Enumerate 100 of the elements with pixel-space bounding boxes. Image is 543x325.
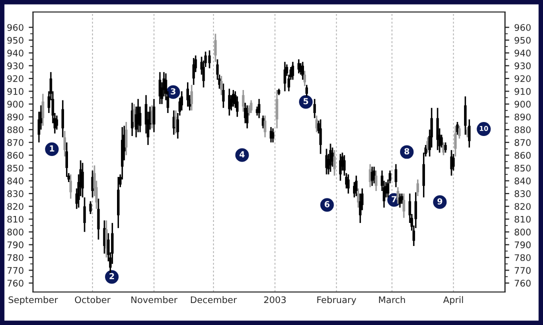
candlestick [236, 96, 239, 118]
candlestick [152, 98, 156, 133]
candlestick [214, 33, 217, 63]
y2-tick-label: 830 [514, 190, 531, 198]
y-tick-label: 880 [7, 126, 24, 134]
y-tick-label: 870 [7, 139, 24, 146]
candlestick [301, 61, 304, 80]
y-tick-label: 900 [7, 100, 24, 108]
candlestick [124, 121, 128, 156]
y2-tick-label: 770 [514, 266, 531, 274]
y-tick-label: 890 [7, 114, 24, 120]
x-tick-label: October [74, 296, 111, 304]
y2-tick-label: 950 [514, 36, 531, 44]
candlestick [250, 100, 252, 114]
y2-tick-label: 850 [514, 164, 531, 172]
candlestick [97, 198, 100, 240]
x-tick-label: September [8, 296, 58, 305]
candlestick [313, 98, 316, 119]
y-tick-label: 790 [7, 241, 24, 248]
candlestick [83, 196, 86, 233]
candlestick [305, 84, 308, 98]
candlestick [303, 70, 306, 87]
y2-tick-label: 790 [514, 241, 531, 248]
annotation: 9 [437, 198, 442, 205]
candlestick [468, 118, 471, 148]
candlestick [81, 162, 84, 198]
annotation: 5 [304, 98, 308, 104]
candlestick [436, 107, 439, 151]
candlestick [246, 104, 248, 130]
x-tick-label: November [131, 296, 178, 304]
y-tick-label: 830 [7, 190, 24, 198]
y-tick-label: 760 [7, 280, 24, 287]
y-tick-label: 770 [7, 266, 24, 274]
y-tick-label: 780 [7, 254, 24, 262]
x-tick-label: 2003 [264, 296, 286, 304]
annotation: 8 [404, 148, 410, 154]
y2-tick-label: 800 [514, 228, 531, 236]
y-tick-label: 840 [7, 177, 24, 184]
y2-tick-label: 940 [514, 50, 531, 56]
x-tick-label: March [379, 296, 405, 304]
candlestick [276, 89, 278, 130]
candlestick [65, 142, 68, 178]
y2-tick-label: 890 [514, 114, 531, 120]
y-tick-label: 810 [7, 216, 24, 223]
y-tick-label: 910 [7, 88, 24, 95]
candlestick [356, 188, 360, 208]
y2-tick-label: 780 [514, 254, 531, 262]
candlestick [284, 61, 286, 92]
annotation: 7 [392, 196, 396, 202]
candlestick [400, 192, 404, 204]
candlestick [358, 192, 362, 224]
x-tick-label: April [443, 296, 463, 305]
candlestick [242, 89, 245, 112]
x-tick-label: December [190, 296, 237, 304]
candlestick [325, 148, 328, 176]
y-tick-label: 820 [7, 203, 24, 210]
candlestick [396, 186, 400, 204]
candlestick [319, 118, 322, 155]
candlestick [61, 100, 64, 138]
candlestick [354, 174, 358, 197]
candlestick [444, 142, 447, 154]
y-tick-label: 940 [7, 50, 24, 56]
candlestick [402, 192, 406, 219]
annotation: 3 [170, 88, 176, 94]
candlestick [464, 96, 467, 136]
candlestick [180, 90, 184, 112]
candlestick [272, 128, 274, 144]
candlestick [220, 75, 223, 96]
y-tick-label: 860 [7, 152, 24, 159]
candlestick [454, 125, 457, 158]
y-tick-label: 920 [7, 75, 24, 82]
annotation: 6 [324, 201, 330, 208]
candlestick [292, 61, 294, 80]
candlestick [190, 84, 193, 112]
y-tick-label: 950 [7, 36, 24, 44]
annotation: 4 [240, 151, 245, 158]
y2-tick-label: 930 [514, 62, 531, 70]
candlestick [264, 114, 266, 138]
annotation: 1 [50, 145, 54, 152]
y2-tick-label: 840 [514, 177, 531, 184]
y2-tick-label: 820 [514, 203, 531, 210]
candlestick [329, 142, 332, 173]
candlestick [63, 130, 66, 158]
candlestick [347, 174, 350, 194]
candlestick [89, 200, 92, 215]
candlestick [42, 93, 44, 126]
candlestick [374, 170, 378, 192]
annotation: 2 [110, 272, 114, 280]
candlestick [222, 82, 225, 109]
y2-tick-label: 900 [514, 100, 531, 108]
x-tick-label: February [317, 296, 356, 305]
y2-tick-label: 870 [514, 139, 531, 146]
y-tick-label: 800 [7, 228, 24, 236]
candlestick [56, 114, 58, 130]
y2-tick-label: 960 [514, 24, 531, 31]
y-tick-label: 930 [7, 62, 24, 70]
y2-tick-label: 920 [514, 75, 531, 82]
y-tick-label: 850 [7, 164, 24, 172]
candlestick [333, 149, 336, 176]
y2-tick-label: 860 [514, 152, 531, 159]
